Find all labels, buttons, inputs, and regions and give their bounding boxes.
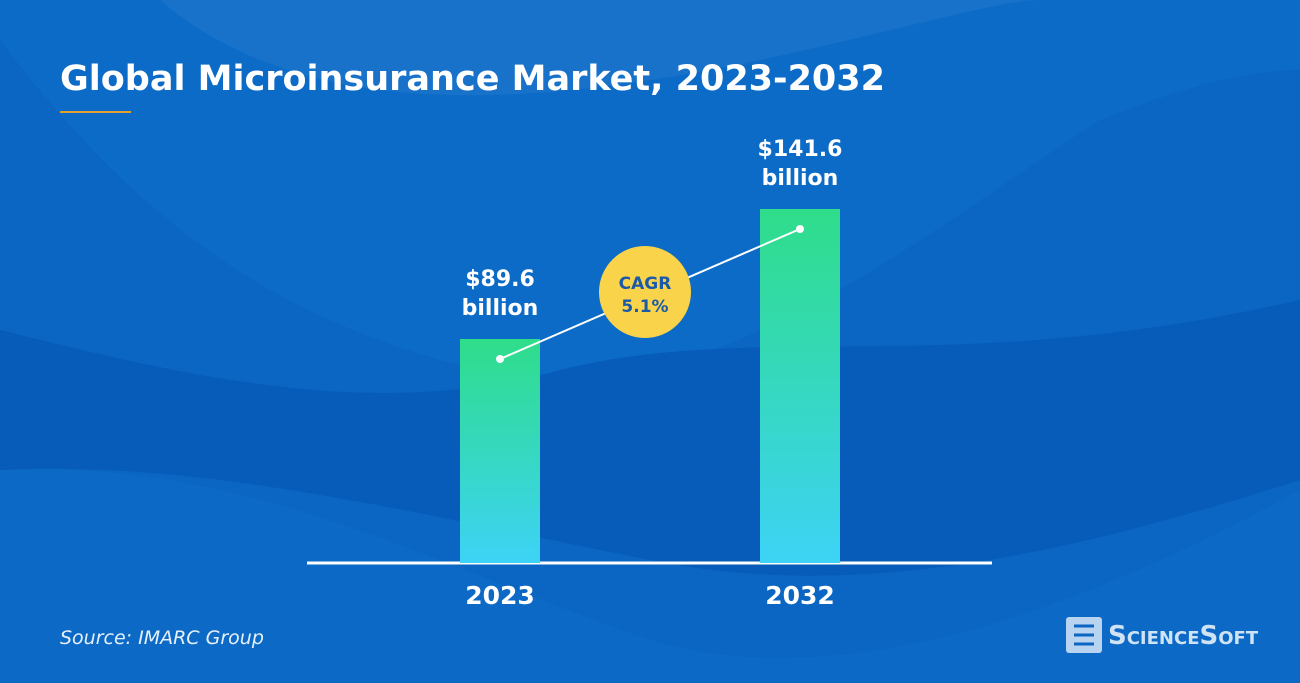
bg-wave xyxy=(0,469,1300,683)
x-tick-label: 2032 xyxy=(765,581,835,610)
trend-dot xyxy=(796,225,804,233)
bg-wave xyxy=(0,0,1300,379)
bar xyxy=(460,339,540,563)
chart-title: Global Microinsurance Market, 2023-2032 xyxy=(60,59,885,99)
bar xyxy=(760,209,840,563)
cagr-value: 5.1% xyxy=(621,297,668,317)
cagr-badge xyxy=(599,246,691,338)
bg-wave xyxy=(0,300,1300,576)
cagr-label: CAGR xyxy=(619,274,672,294)
logo: ScienceSoft xyxy=(1066,617,1259,653)
value-label: $89.6 billion xyxy=(461,267,539,321)
source: Source: IMARC Group xyxy=(60,627,264,649)
logo-icon-lines xyxy=(1074,624,1094,646)
value-label: $141.6 billion xyxy=(757,137,843,191)
x-tick-label: 2023 xyxy=(465,581,535,610)
title-underline xyxy=(60,111,131,113)
trend-dot xyxy=(496,355,504,363)
brand: ScienceSoft xyxy=(1108,621,1259,651)
